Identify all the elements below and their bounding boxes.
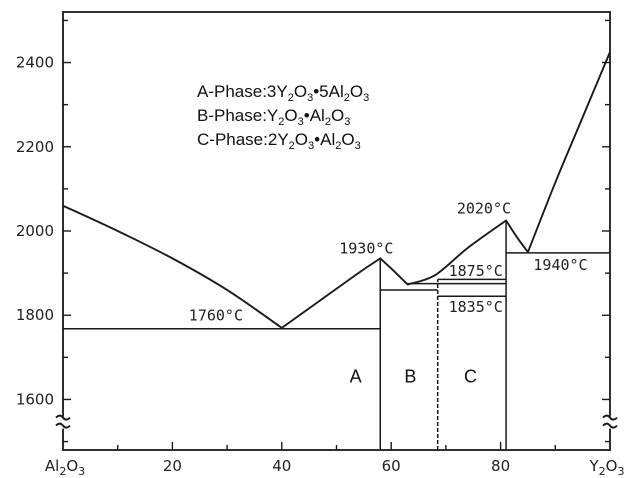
plot-frame	[62, 11, 611, 451]
liquidus-curve	[62, 51, 611, 329]
melting-point-label: 2020°C	[457, 199, 511, 217]
phase-letter-label: B	[404, 367, 416, 387]
y-tick-label: 1800	[16, 306, 54, 324]
y-tick-label: 2000	[16, 222, 54, 240]
isotherm-label: 1875°C	[449, 262, 503, 280]
x-endpoint-label: Al2O3	[45, 457, 85, 478]
axis-break-mark	[55, 414, 71, 421]
legend-entry: B-Phase:Y2O3•Al2O3	[197, 106, 350, 128]
x-tick-label: 40	[272, 457, 291, 475]
x-tick-label: 60	[382, 457, 401, 475]
x-tick-label: 20	[163, 457, 182, 475]
isotherm-label: 1760°C	[189, 306, 243, 324]
phase-letter-label: A	[350, 367, 362, 387]
isotherm-label: 1940°C	[533, 256, 587, 274]
x-endpoint-label: Y2O3	[589, 457, 625, 478]
legend-entry: C-Phase:2Y2O3•Al2O3	[197, 130, 361, 152]
melting-point-label: 1930°C	[339, 239, 393, 257]
y-tick-label: 2200	[16, 138, 54, 156]
axis-break-mark	[55, 422, 71, 429]
axis-break-mark	[602, 414, 618, 421]
axis-break-mark	[602, 422, 618, 429]
isotherm-label: 1835°C	[449, 298, 503, 316]
phase-letter-label: C	[464, 367, 477, 387]
x-tick-label: 80	[491, 457, 510, 475]
legend-entry: A-Phase:3Y2O3•5Al2O3	[197, 82, 369, 104]
y-tick-label: 2400	[16, 54, 54, 72]
y-tick-label: 1600	[16, 390, 54, 408]
